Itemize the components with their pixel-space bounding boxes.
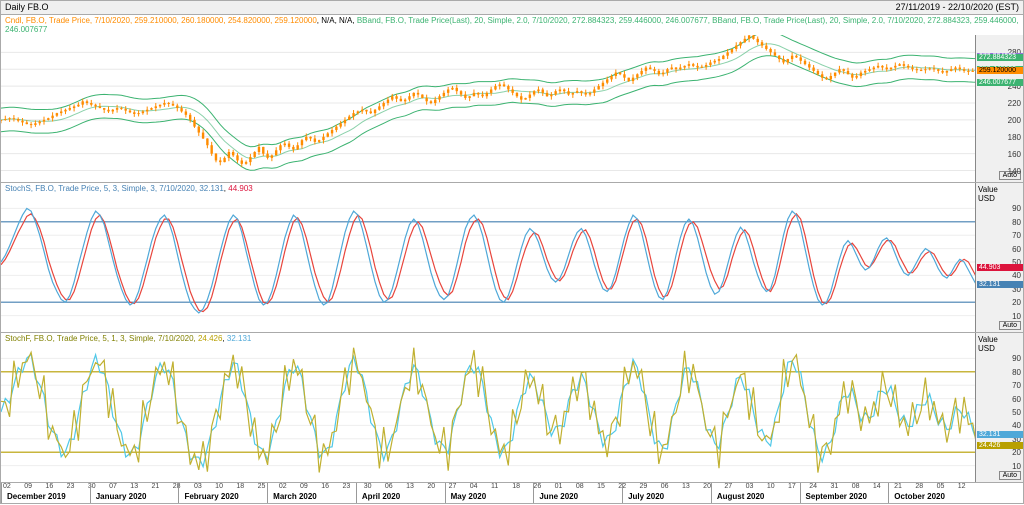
stoch-fast-header: StochF, FB.O, Trade Price, 5, 1, 3, Simp…	[1, 333, 255, 344]
stoch-slow-chart-area[interactable]	[1, 183, 975, 332]
title-bar: Daily FB.O 27/11/2019 - 22/10/2020 (EST)	[1, 1, 1023, 15]
stoch-slow-header: StochS, FB.O, Trade Price, 5, 3, Simple,…	[1, 183, 257, 194]
stoch-fast-y-axis: Auto ValueUSD10203040506070809032.13124.…	[975, 333, 1023, 482]
stoch-slow-panel[interactable]: StochS, FB.O, Trade Price, 5, 3, Simple,…	[1, 183, 1023, 333]
x-axis: 0209162330071321280310182502091623300613…	[1, 483, 1023, 505]
stoch-slow-y-axis: Auto ValueUSD10203040506070809044.90332.…	[975, 183, 1023, 332]
stoch-fast-chart-area[interactable]	[1, 333, 975, 482]
price-chart-area[interactable]	[1, 15, 975, 182]
auto-scale-button[interactable]: Auto	[999, 321, 1021, 330]
stoch-fast-panel[interactable]: StochF, FB.O, Trade Price, 5, 1, 3, Simp…	[1, 333, 1023, 483]
date-range: 27/11/2019 - 22/10/2020 (EST)	[896, 2, 1019, 13]
chart-container: Daily FB.O 27/11/2019 - 22/10/2020 (EST)…	[0, 0, 1024, 504]
price-panel-header: Cndl, FB.O, Trade Price, 7/10/2020, 259.…	[1, 15, 1023, 35]
chart-title: Daily FB.O	[5, 2, 49, 13]
price-panel[interactable]: Cndl, FB.O, Trade Price, 7/10/2020, 259.…	[1, 15, 1023, 183]
price-y-axis: Auto PriceUSD140160180200220240260280272…	[975, 15, 1023, 182]
auto-scale-button[interactable]: Auto	[999, 471, 1021, 480]
